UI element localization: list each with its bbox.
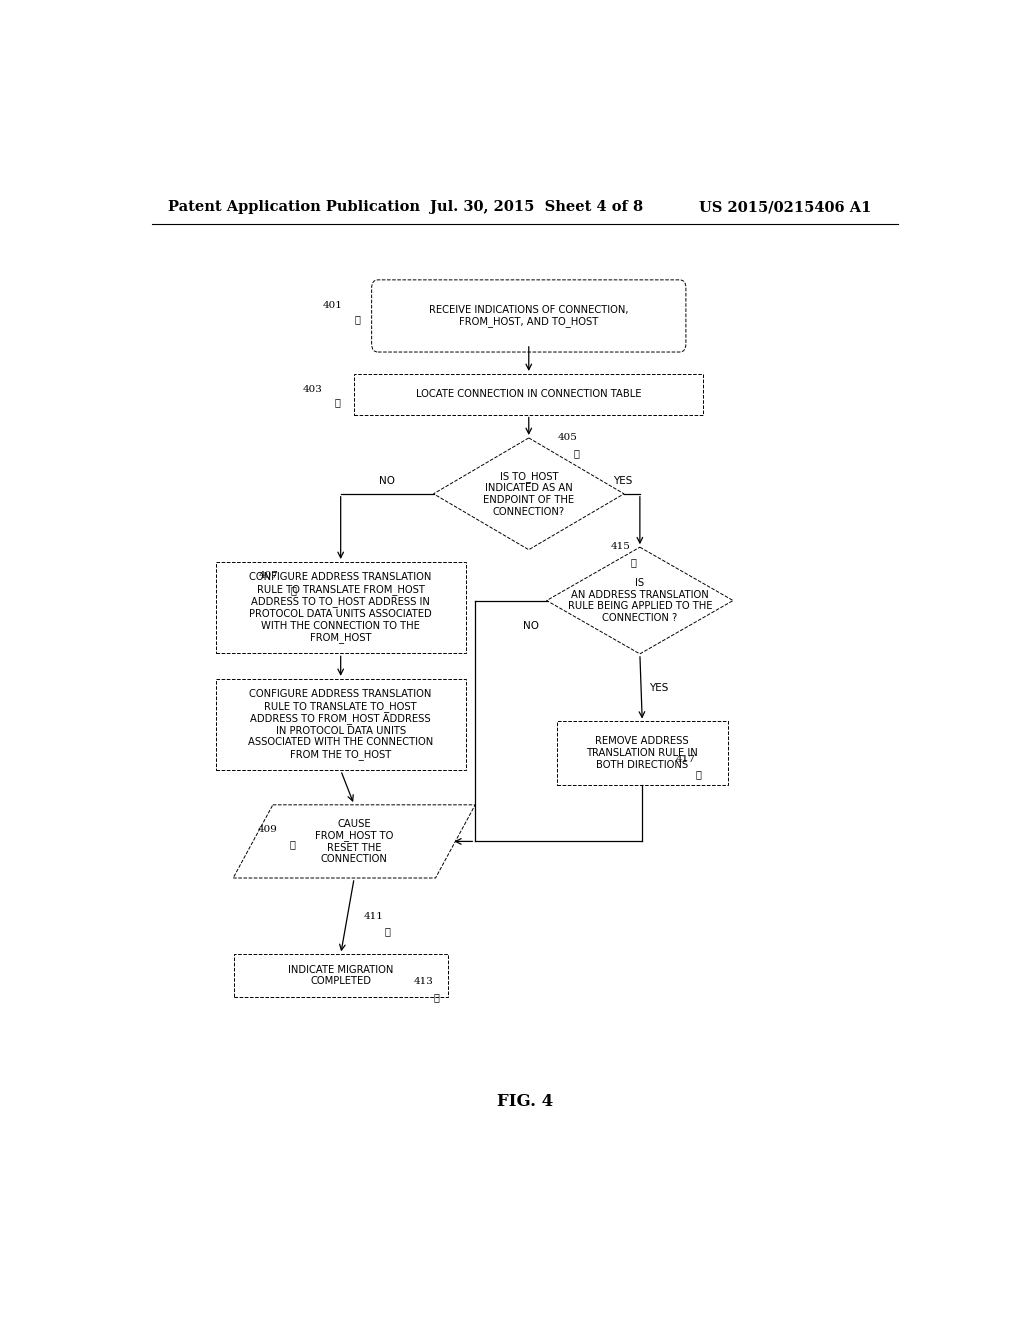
Text: ⤵: ⤵ [334,397,340,408]
Bar [557,722,728,784]
Polygon shape [233,805,475,878]
Text: ⤵: ⤵ [631,557,636,566]
Text: 403: 403 [302,384,323,393]
Text: IS
AN ADDRESS TRANSLATION
RULE BEING APPLIED TO THE
CONNECTION ?: IS AN ADDRESS TRANSLATION RULE BEING APP… [567,578,712,623]
Text: CONFIGURE ADDRESS TRANSLATION
RULE TO TRANSLATE TO_HOST
ADDRESS TO FROM_HOST ADD: CONFIGURE ADDRESS TRANSLATION RULE TO TR… [248,689,433,760]
Bar [216,562,466,653]
Text: IS TO_HOST
INDICATED AS AN
ENDPOINT OF THE
CONNECTION?: IS TO_HOST INDICATED AS AN ENDPOINT OF T… [483,471,574,516]
Text: 411: 411 [364,912,384,920]
Bar [354,374,703,414]
Bar [216,678,466,771]
Bar [233,954,447,997]
Polygon shape [547,548,733,653]
Text: US 2015/0215406 A1: US 2015/0215406 A1 [699,201,871,214]
Text: CAUSE
FROM_HOST TO
RESET THE
CONNECTION: CAUSE FROM_HOST TO RESET THE CONNECTION [315,818,393,865]
Text: ⤵: ⤵ [695,770,701,779]
Text: CONFIGURE ADDRESS TRANSLATION
RULE TO TRANSLATE FROM_HOST
ADDRESS TO TO_HOST ADD: CONFIGURE ADDRESS TRANSLATION RULE TO TR… [249,573,432,643]
Text: ⤵: ⤵ [433,991,439,1002]
Text: NO: NO [379,475,395,486]
Text: ⤵: ⤵ [384,927,390,936]
Text: 401: 401 [323,301,342,310]
Text: 413: 413 [414,977,433,986]
Text: YES: YES [649,682,669,693]
Text: LOCATE CONNECTION IN CONNECTION TABLE: LOCATE CONNECTION IN CONNECTION TABLE [416,389,641,399]
Text: 409: 409 [257,825,278,834]
Text: YES: YES [612,475,632,486]
Text: ⤵: ⤵ [574,447,580,458]
Text: REMOVE ADDRESS
TRANSLATION RULE IN
BOTH DIRECTIONS: REMOVE ADDRESS TRANSLATION RULE IN BOTH … [587,737,698,770]
Text: ⤵: ⤵ [289,840,295,849]
Text: RECEIVE INDICATIONS OF CONNECTION,
FROM_HOST, AND TO_HOST: RECEIVE INDICATIONS OF CONNECTION, FROM_… [429,305,629,327]
Polygon shape [433,438,624,549]
Text: 407: 407 [259,570,279,579]
Text: INDICATE MIGRATION
COMPLETED: INDICATE MIGRATION COMPLETED [288,965,393,986]
Text: Patent Application Publication: Patent Application Publication [168,201,420,214]
FancyBboxPatch shape [372,280,686,352]
Text: 415: 415 [610,543,631,552]
Text: 405: 405 [558,433,578,442]
Text: 417: 417 [676,755,695,763]
Text: Jul. 30, 2015  Sheet 4 of 8: Jul. 30, 2015 Sheet 4 of 8 [430,201,643,214]
Text: ⤵: ⤵ [354,314,360,323]
Text: FIG. 4: FIG. 4 [497,1093,553,1110]
Text: ⤵: ⤵ [291,585,297,595]
Text: NO: NO [522,620,539,631]
